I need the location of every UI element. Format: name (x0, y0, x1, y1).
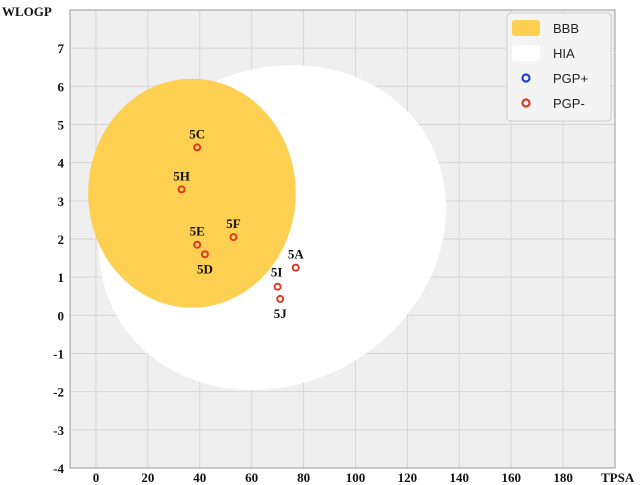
region-bbb (88, 78, 296, 308)
y-tick-label: -3 (53, 423, 64, 438)
point-label-5i: 5I (271, 265, 283, 280)
legend-box (506, 12, 612, 122)
point-label-5j: 5J (274, 306, 288, 321)
y-tick-label: 3 (58, 194, 65, 209)
point-5a (291, 263, 300, 272)
point-5c (193, 143, 202, 152)
y-tick-label: 4 (58, 156, 65, 171)
point-label-5d: 5D (197, 261, 213, 276)
point-label-5e: 5E (190, 224, 205, 239)
x-tick-label: 20 (141, 470, 154, 485)
y-tick-label: 0 (58, 308, 65, 323)
x-tick-label: 100 (346, 470, 366, 485)
legend-swatch-hia (512, 45, 540, 61)
point-label-5f: 5F (226, 216, 241, 231)
x-axis-title: TPSA (601, 470, 635, 485)
x-tick-label: 0 (93, 470, 100, 485)
point-label-5c: 5C (189, 126, 205, 141)
x-tick-label: 40 (193, 470, 206, 485)
x-tick-label: 180 (553, 470, 573, 485)
legend-swatch-bbb (512, 20, 540, 36)
point-5f (229, 233, 238, 242)
y-axis-title: WLOGP (2, 4, 52, 19)
x-tick-label: 60 (245, 470, 258, 485)
point-5h (177, 185, 186, 194)
y-tick-label: -4 (53, 461, 64, 476)
regions (88, 65, 447, 390)
y-tick-label: -2 (53, 385, 64, 400)
y-tick-label: 6 (58, 79, 65, 94)
legend-marker-pgpplus (521, 73, 531, 83)
legend-label: PGP- (553, 96, 585, 111)
data-points: 5C 5H 5E 5F 5D 5A 5I 5J (173, 126, 304, 321)
tick-labels: 0 20 40 60 80 100 120 140 160 180 -4 -3 -2 -1 0 1 2 3 4 5 6 7 (53, 41, 573, 485)
y-tick-label: -1 (53, 347, 64, 362)
x-tick-label: 120 (398, 470, 418, 485)
legend: BBB HIA PGP+ PGP- (506, 12, 612, 122)
plot-frame (69, 9, 616, 469)
y-tick-label: 1 (58, 270, 65, 285)
point-5d (200, 250, 209, 259)
x-tick-label: 80 (297, 470, 310, 485)
legend-label: PGP+ (553, 71, 588, 86)
legend-label: BBB (553, 21, 579, 36)
point-5e (193, 240, 202, 249)
x-tick-label: 160 (501, 470, 521, 485)
point-5i (273, 282, 282, 291)
point-5j (276, 294, 285, 303)
y-tick-label: 7 (58, 41, 65, 56)
legend-label: HIA (553, 46, 575, 61)
point-label-5h: 5H (173, 168, 190, 183)
y-tick-label: 2 (58, 232, 65, 247)
y-tick-label: 5 (58, 118, 65, 133)
point-label-5a: 5A (288, 247, 305, 262)
legend-marker-pgpminus (521, 98, 531, 108)
x-tick-label: 140 (450, 470, 470, 485)
